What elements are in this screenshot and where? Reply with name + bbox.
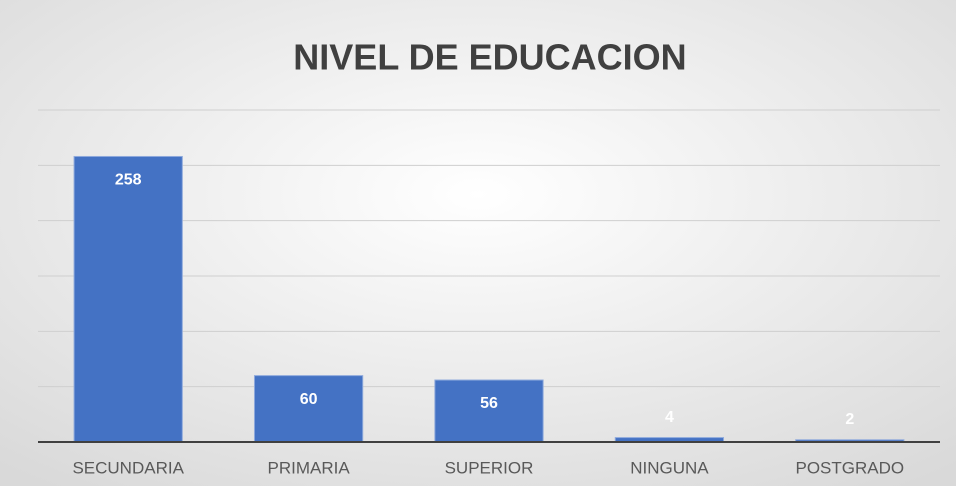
bar — [434, 379, 544, 443]
bar — [73, 155, 183, 443]
data-label: 2 — [845, 411, 854, 428]
data-label: 4 — [665, 409, 674, 426]
x-tick-label: SUPERIOR — [445, 458, 534, 477]
x-tick-label: SECUNDARIA — [72, 458, 184, 477]
bar — [253, 375, 364, 443]
data-label: 56 — [480, 395, 498, 412]
data-label: 258 — [115, 172, 142, 189]
x-tick-label: POSTGRADO — [795, 458, 904, 477]
x-tick-label: NINGUNA — [630, 458, 709, 477]
data-label: 60 — [300, 391, 318, 408]
x-tick-label: PRIMARIA — [268, 458, 351, 477]
chart-title: NIVEL DE EDUCACION — [293, 37, 686, 78]
